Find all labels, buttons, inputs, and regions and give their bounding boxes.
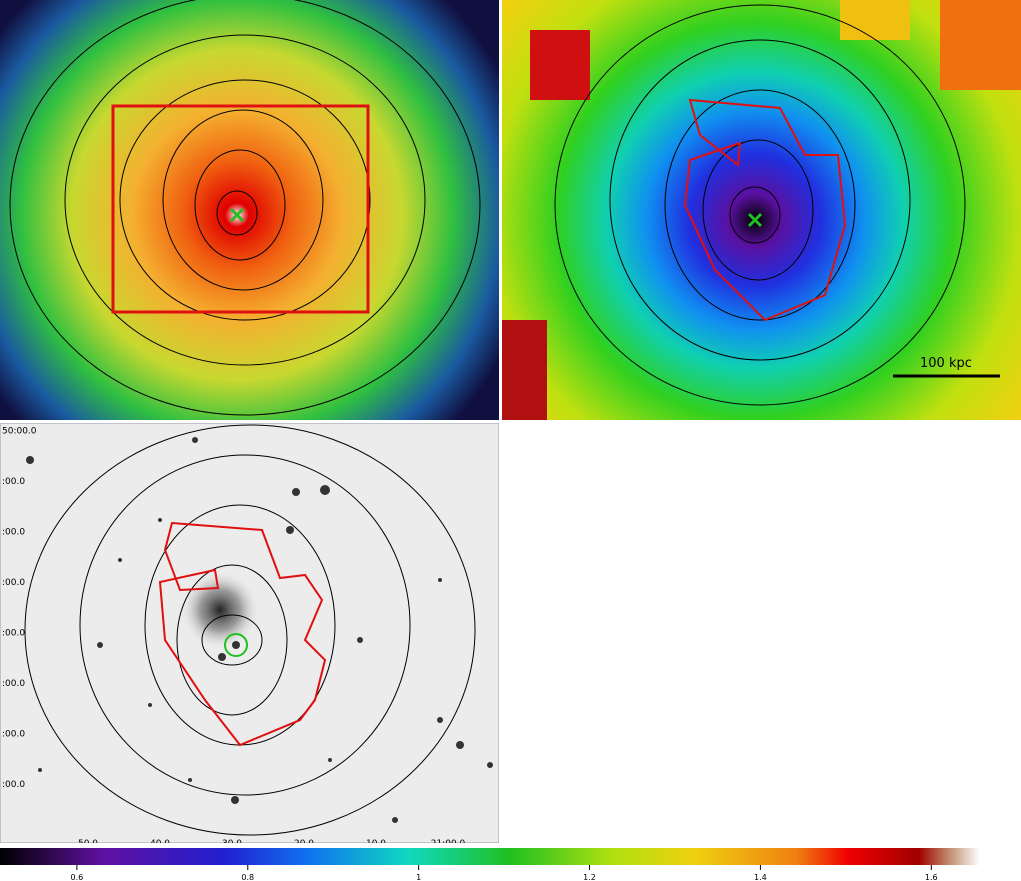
ra-label: 10.0 (366, 839, 386, 849)
colorbar-tick-label: 1.4 (754, 873, 767, 881)
ra-label: 30.0 (222, 839, 242, 849)
xray-panel (0, 0, 499, 420)
colorbar-tick-label: 1.2 (583, 873, 596, 881)
optical-panel: 50:00.0 :00.0 :00.0 :00.0 :00.0 :00.0 :00.0 :00… (0, 423, 499, 849)
scale-bar-label: 100 kpc (920, 356, 972, 371)
colorbar-tick-label: 0.6 (71, 873, 84, 881)
dec-label: :00.0 (2, 629, 25, 639)
dec-label: :00.0 (2, 780, 25, 790)
ra-label: 21:00.0 (431, 839, 466, 849)
dec-label: :00.0 (2, 477, 25, 487)
dec-label: :00.0 (2, 730, 25, 740)
dec-label: 50:00.0 (2, 427, 37, 437)
temperature-panel: 100 kpc (502, 0, 1021, 420)
colorbar-tick-label: 1 (416, 873, 421, 881)
ra-label: 20.0 (294, 839, 314, 849)
dec-label: :00.0 (2, 528, 25, 538)
ra-label: 40.0 (150, 839, 170, 849)
dec-label: :00.0 (2, 679, 25, 689)
colorbar-tick-label: 0.8 (241, 873, 254, 881)
ra-label: 50.0 (78, 839, 98, 849)
colorbar (0, 848, 1021, 865)
dec-label: :00.0 (2, 578, 25, 588)
colorbar-tick-label: 1.6 (925, 873, 938, 881)
